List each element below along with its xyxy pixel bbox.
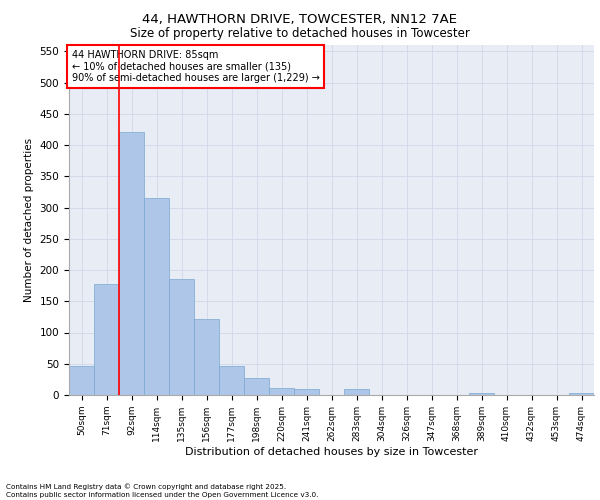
- Bar: [344, 389, 369, 395]
- Bar: [144, 198, 169, 395]
- Bar: [294, 389, 319, 395]
- Bar: [269, 388, 294, 395]
- Bar: [119, 132, 144, 395]
- Bar: [169, 279, 194, 395]
- Bar: [219, 366, 244, 395]
- Bar: [69, 366, 94, 395]
- Text: Contains HM Land Registry data © Crown copyright and database right 2025.
Contai: Contains HM Land Registry data © Crown c…: [6, 484, 319, 498]
- Text: 44 HAWTHORN DRIVE: 85sqm
← 10% of detached houses are smaller (135)
90% of semi-: 44 HAWTHORN DRIVE: 85sqm ← 10% of detach…: [71, 50, 320, 84]
- Bar: [194, 319, 219, 395]
- X-axis label: Distribution of detached houses by size in Towcester: Distribution of detached houses by size …: [185, 446, 478, 456]
- Bar: [244, 378, 269, 395]
- Bar: [569, 392, 594, 395]
- Text: 44, HAWTHORN DRIVE, TOWCESTER, NN12 7AE: 44, HAWTHORN DRIVE, TOWCESTER, NN12 7AE: [143, 12, 458, 26]
- Bar: [469, 393, 494, 395]
- Y-axis label: Number of detached properties: Number of detached properties: [24, 138, 34, 302]
- Text: Size of property relative to detached houses in Towcester: Size of property relative to detached ho…: [130, 28, 470, 40]
- Bar: [94, 284, 119, 395]
